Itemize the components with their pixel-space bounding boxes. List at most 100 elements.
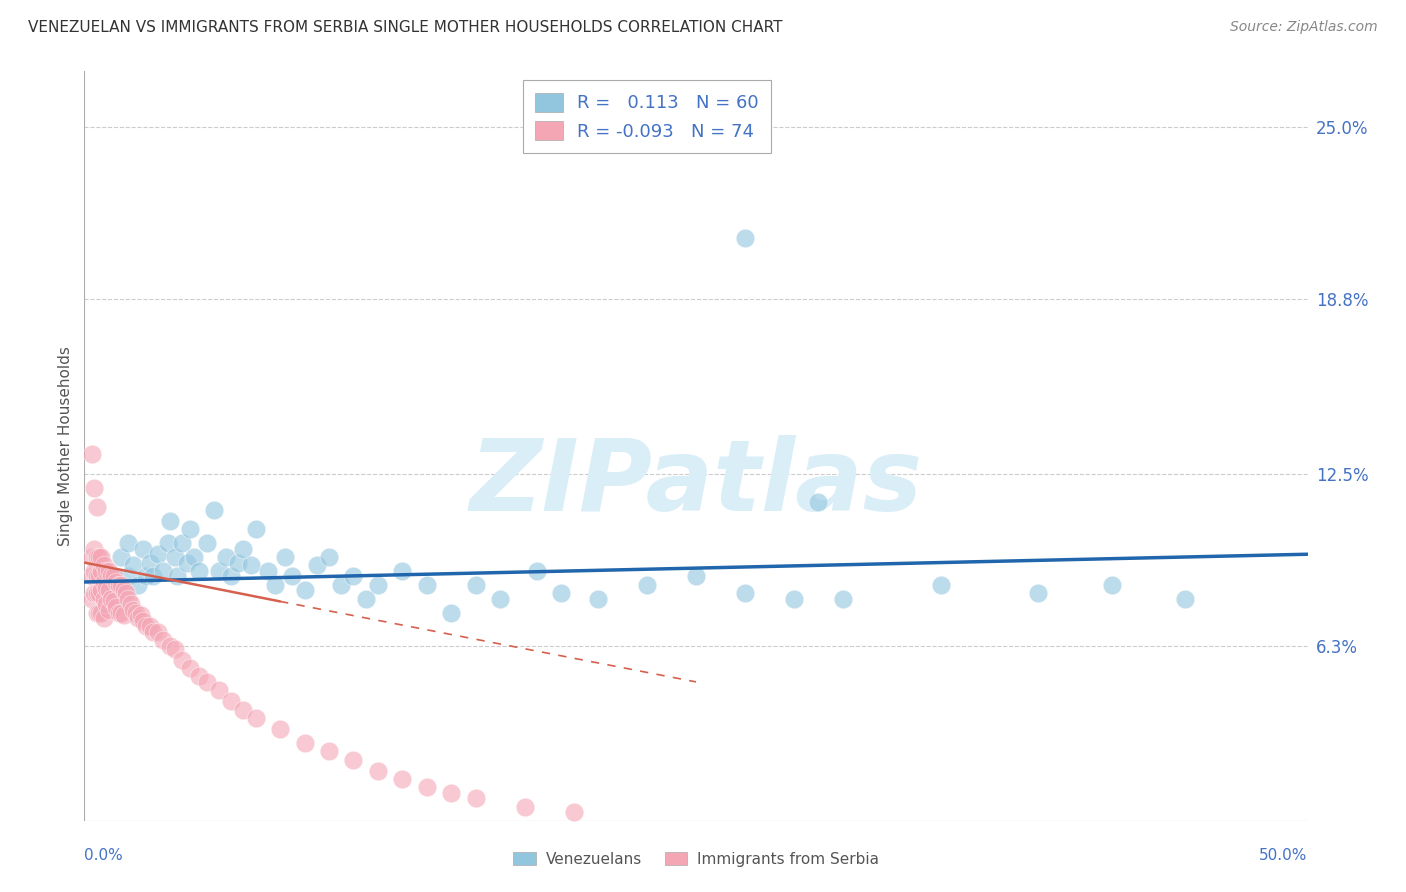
Text: 50.0%: 50.0%	[1260, 848, 1308, 863]
Legend: Venezuelans, Immigrants from Serbia: Venezuelans, Immigrants from Serbia	[508, 846, 884, 873]
Point	[107, 606, 129, 620]
Point	[188, 564, 211, 578]
Point	[96, 564, 118, 578]
Point	[176, 556, 198, 570]
Point	[96, 581, 118, 595]
Point	[526, 564, 548, 578]
Point	[87, 569, 110, 583]
Point	[142, 624, 165, 639]
Point	[125, 606, 148, 620]
Point	[112, 608, 135, 623]
Point	[172, 653, 194, 667]
Point	[195, 674, 218, 689]
Point	[80, 447, 103, 461]
Point	[179, 522, 201, 536]
Text: VENEZUELAN VS IMMIGRANTS FROM SERBIA SINGLE MOTHER HOUSEHOLDS CORRELATION CHART: VENEZUELAN VS IMMIGRANTS FROM SERBIA SIN…	[28, 20, 783, 35]
Point	[219, 569, 242, 583]
Point	[152, 564, 174, 578]
Point	[90, 583, 112, 598]
Point	[305, 558, 328, 573]
Point	[93, 558, 115, 573]
Point	[929, 578, 952, 592]
Point	[97, 564, 120, 578]
Point	[245, 711, 267, 725]
Point	[115, 586, 138, 600]
Point	[342, 753, 364, 767]
Point	[103, 594, 125, 608]
Point	[127, 611, 149, 625]
Point	[100, 569, 122, 583]
Point	[129, 608, 152, 623]
Point	[318, 744, 340, 758]
Point	[96, 597, 118, 611]
Point	[281, 569, 304, 583]
Point	[183, 549, 205, 564]
Point	[228, 556, 250, 570]
Point	[86, 586, 108, 600]
Point	[80, 549, 103, 564]
Point	[294, 583, 316, 598]
Point	[120, 597, 142, 611]
Point	[734, 231, 756, 245]
Point	[636, 578, 658, 592]
Point	[117, 536, 139, 550]
Point	[440, 786, 463, 800]
Point	[87, 549, 110, 564]
Point	[86, 606, 108, 620]
Point	[330, 578, 353, 592]
Point	[269, 722, 291, 736]
Point	[90, 549, 112, 564]
Point	[1174, 591, 1197, 606]
Point	[86, 549, 108, 564]
Point	[215, 549, 238, 564]
Point	[90, 564, 112, 578]
Point	[142, 569, 165, 583]
Point	[83, 541, 105, 556]
Point	[152, 633, 174, 648]
Point	[188, 669, 211, 683]
Point	[146, 624, 169, 639]
Point	[163, 549, 186, 564]
Point	[105, 599, 128, 614]
Point	[90, 606, 112, 620]
Point	[135, 569, 157, 583]
Point	[97, 583, 120, 598]
Point	[105, 574, 128, 589]
Point	[232, 541, 254, 556]
Point	[264, 578, 287, 592]
Point	[342, 569, 364, 583]
Point	[195, 536, 218, 550]
Point	[416, 780, 439, 795]
Point	[550, 586, 572, 600]
Point	[354, 591, 377, 606]
Point	[172, 536, 194, 550]
Point	[831, 591, 853, 606]
Point	[367, 764, 389, 778]
Point	[83, 586, 105, 600]
Point	[464, 791, 486, 805]
Point	[83, 481, 105, 495]
Point	[274, 549, 297, 564]
Point	[132, 541, 155, 556]
Point	[1101, 578, 1123, 592]
Point	[83, 564, 105, 578]
Y-axis label: Single Mother Households: Single Mother Households	[58, 346, 73, 546]
Point	[163, 641, 186, 656]
Point	[107, 578, 129, 592]
Point	[391, 772, 413, 786]
Point	[156, 536, 179, 550]
Text: Source: ZipAtlas.com: Source: ZipAtlas.com	[1230, 20, 1378, 34]
Point	[80, 591, 103, 606]
Point	[245, 522, 267, 536]
Point	[1028, 586, 1050, 600]
Point	[440, 606, 463, 620]
Point	[112, 583, 135, 598]
Point	[294, 736, 316, 750]
Point	[239, 558, 262, 573]
Point	[117, 569, 139, 583]
Point	[87, 606, 110, 620]
Point	[232, 703, 254, 717]
Point	[159, 514, 181, 528]
Point	[110, 606, 132, 620]
Point	[257, 564, 280, 578]
